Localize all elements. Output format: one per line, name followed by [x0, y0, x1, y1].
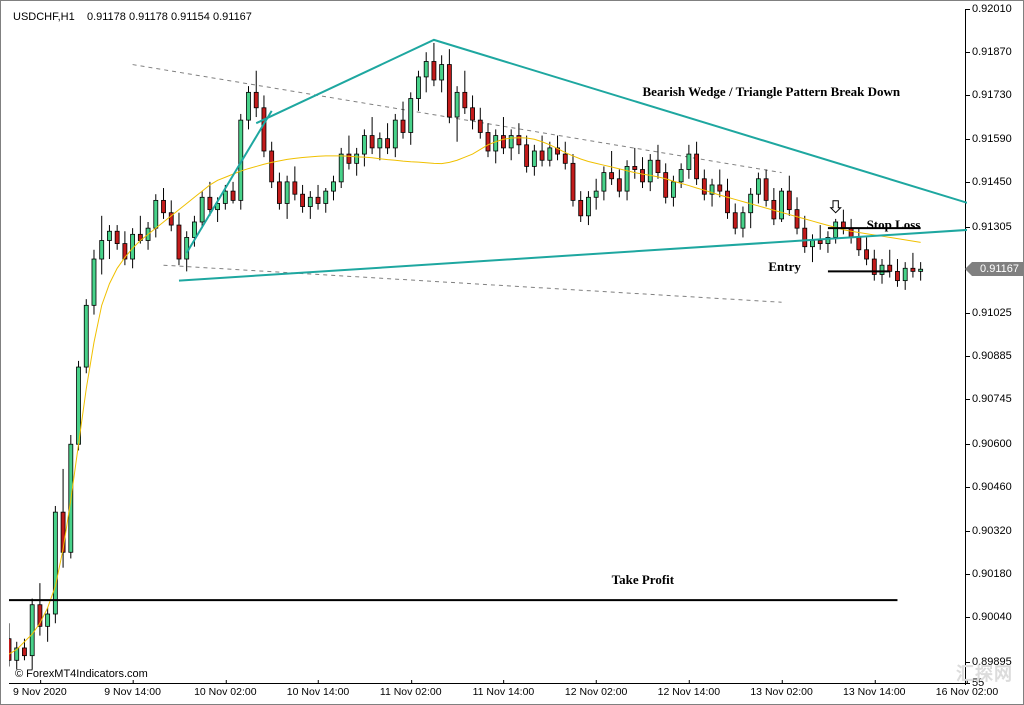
x-tick-label: 16 Nov 02:00: [936, 686, 998, 698]
ohlc-values: 0.91178 0.91178 0.91154 0.91167: [87, 11, 252, 23]
y-tick-label: 0.91590: [966, 133, 1024, 145]
y-tick-label: 0.90040: [966, 611, 1024, 623]
y-tick-label: 0.90600: [966, 438, 1024, 450]
y-tick-label: 0.90745: [966, 393, 1024, 405]
annotation-label: Stop Loss: [867, 217, 921, 233]
copyright-label: © ForexMT4Indicators.com: [15, 668, 148, 680]
x-tick-label: 10 Nov 02:00: [194, 686, 256, 698]
chart-title: USDCHF,H1 0.91178 0.91178 0.91154 0.9116…: [13, 11, 252, 23]
y-tick-label: 0.92010: [966, 3, 1024, 15]
y-tick-label: 0.91870: [966, 46, 1024, 58]
x-tick-label: 12 Nov 02:00: [565, 686, 627, 698]
y-tick-label: 0.91305: [966, 221, 1024, 233]
y-tick-label: 0.90320: [966, 525, 1024, 537]
current-price-tag: 0.91167: [972, 262, 1023, 276]
x-tick-label: 9 Nov 2020: [13, 686, 67, 698]
x-tick-label: 11 Nov 02:00: [380, 686, 442, 698]
y-tick-label: 0.91730: [966, 89, 1024, 101]
x-tick-label: 10 Nov 14:00: [287, 686, 349, 698]
x-tick-label: 12 Nov 14:00: [658, 686, 720, 698]
y-tick-label: 0.90460: [966, 481, 1024, 493]
symbol-label: USDCHF,H1: [13, 11, 75, 23]
annotation-label: Bearish Wedge / Triangle Pattern Break D…: [643, 84, 901, 100]
y-tick-label: 0.91025: [966, 307, 1024, 319]
plot-area[interactable]: Bearish Wedge / Triangle Pattern Break D…: [9, 9, 967, 685]
annotation-label: Take Profit: [612, 572, 674, 588]
y-tick-label: 0.90180: [966, 568, 1024, 580]
y-tick-label: 0.90885: [966, 350, 1024, 362]
x-tick-label: 11 Nov 14:00: [473, 686, 535, 698]
price-axis: 0.920100.918700.917300.915900.914500.913…: [965, 9, 1023, 685]
x-tick-label: 13 Nov 14:00: [843, 686, 905, 698]
y-tick-label: 0.91450: [966, 176, 1024, 188]
candlestick-layer: [9, 9, 967, 685]
chart-container: USDCHF,H1 0.91178 0.91178 0.91154 0.9116…: [0, 0, 1024, 705]
x-tick-label: 9 Nov 14:00: [104, 686, 161, 698]
time-axis: 9 Nov 2020 9 Nov 14:00 10 Nov 02:00 10 Nov …: [9, 683, 967, 704]
x-tick-label: 13 Nov 02:00: [750, 686, 812, 698]
annotation-label: Entry: [768, 259, 801, 275]
